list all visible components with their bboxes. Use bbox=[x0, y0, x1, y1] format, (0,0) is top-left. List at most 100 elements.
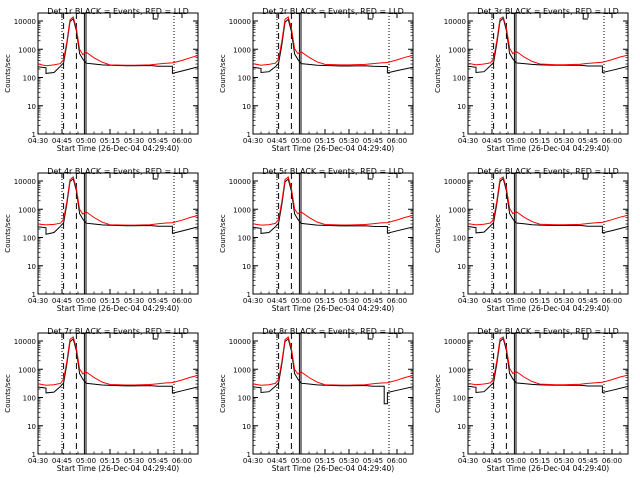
y-tick-label: 1000 bbox=[448, 46, 466, 54]
y-axis-label: Counts/sec bbox=[4, 214, 12, 253]
x-tick-label: 05:45 bbox=[148, 137, 168, 145]
x-tick-label: 04:30 bbox=[458, 457, 478, 465]
y-tick-label: 1 bbox=[247, 451, 251, 459]
y-tick-label: 1000 bbox=[18, 46, 36, 54]
x-axis-label: Start Time (26-Dec-04 04:29:40) bbox=[487, 464, 609, 473]
x-tick-label: 06:00 bbox=[387, 297, 407, 305]
x-tick-label: 05:45 bbox=[148, 297, 168, 305]
x-tick-label: 05:45 bbox=[578, 457, 598, 465]
series-lld-line bbox=[38, 336, 198, 386]
x-axis-label: Start Time (26-Dec-04 04:29:40) bbox=[57, 304, 179, 313]
x-tick-label: 04:30 bbox=[28, 457, 48, 465]
y-axis-label: Counts/sec bbox=[434, 214, 442, 253]
y-tick-label: 10 bbox=[242, 263, 251, 271]
y-tick-label: 100 bbox=[23, 395, 36, 403]
series-group bbox=[468, 176, 628, 234]
series-group bbox=[253, 16, 413, 74]
x-tick-label: 04:30 bbox=[243, 457, 263, 465]
x-tick-label: 05:15 bbox=[100, 137, 120, 145]
series-lld-line bbox=[253, 176, 413, 226]
x-tick-label: 05:00 bbox=[76, 457, 96, 465]
x-tick-label: 04:45 bbox=[267, 297, 287, 305]
series-events-line bbox=[253, 178, 413, 234]
panel-title: Det 6r BLACK = Events, RED = LLD bbox=[477, 167, 619, 176]
x-axis-label: Start Time (26-Dec-04 04:29:40) bbox=[57, 144, 179, 153]
x-tick-label: 04:45 bbox=[482, 137, 502, 145]
x-tick-label: 05:30 bbox=[339, 297, 359, 305]
series-events-line bbox=[468, 17, 628, 74]
y-tick-label: 100 bbox=[238, 235, 251, 243]
x-tick-label: 05:30 bbox=[554, 457, 574, 465]
x-tick-label: 05:15 bbox=[530, 297, 550, 305]
chart-panel-2: 1 10 100 1000 10000 04:30 04:45 05:00 05:15 05:30… bbox=[219, 7, 414, 153]
x-tick-label: 05:00 bbox=[76, 137, 96, 145]
y-tick-label: 1000 bbox=[233, 206, 251, 214]
x-tick-label: 04:30 bbox=[28, 297, 48, 305]
x-tick-label: 04:45 bbox=[52, 297, 72, 305]
x-tick-label: 05:30 bbox=[124, 297, 144, 305]
chart-panel-1: 1 10 100 1000 10000 04:30 04:45 05:00 05:15 05:30… bbox=[4, 7, 199, 153]
y-axis-label: Counts/sec bbox=[4, 374, 12, 413]
x-tick-label: 06:00 bbox=[602, 137, 622, 145]
series-group bbox=[253, 176, 413, 234]
x-tick-label: 06:00 bbox=[602, 457, 622, 465]
chart-panel-3: 1 10 100 1000 10000 04:30 04:45 05:00 05:15 05:30… bbox=[434, 7, 629, 153]
x-tick-label: 05:30 bbox=[554, 297, 574, 305]
series-events-line bbox=[38, 337, 198, 394]
y-tick-label: 10 bbox=[457, 103, 466, 111]
y-tick-label: 1000 bbox=[18, 206, 36, 214]
x-tick-label: 04:45 bbox=[267, 457, 287, 465]
x-tick-label: 05:15 bbox=[530, 457, 550, 465]
x-tick-label: 06:00 bbox=[387, 137, 407, 145]
x-axis-label: Start Time (26-Dec-04 04:29:40) bbox=[487, 144, 609, 153]
x-tick-label: 05:00 bbox=[291, 457, 311, 465]
series-lld-line bbox=[38, 16, 198, 67]
y-axis-label: Counts/sec bbox=[434, 54, 442, 93]
x-tick-label: 05:00 bbox=[506, 137, 526, 145]
y-tick-label: 1000 bbox=[18, 366, 36, 374]
x-tick-label: 04:30 bbox=[28, 137, 48, 145]
x-tick-label: 06:00 bbox=[172, 137, 192, 145]
x-tick-label: 05:30 bbox=[554, 137, 574, 145]
corner-bracket bbox=[582, 173, 588, 180]
y-tick-label: 10 bbox=[27, 103, 36, 111]
y-tick-label: 100 bbox=[453, 235, 466, 243]
y-axis-label: Counts/sec bbox=[219, 374, 227, 413]
x-tick-label: 04:45 bbox=[482, 457, 502, 465]
series-lld-line bbox=[253, 336, 413, 386]
series-group bbox=[38, 176, 198, 235]
x-tick-label: 05:30 bbox=[124, 457, 144, 465]
corner-bracket bbox=[152, 333, 158, 340]
series-events-line bbox=[38, 177, 198, 235]
panel-title: Det 1r BLACK = Events, RED = LLD bbox=[47, 7, 189, 16]
y-tick-label: 1 bbox=[247, 291, 251, 299]
panel-title: Det 7r BLACK = Events, RED = LLD bbox=[47, 327, 189, 336]
y-tick-label: 1 bbox=[32, 131, 36, 139]
y-tick-label: 10000 bbox=[444, 338, 466, 346]
y-tick-label: 10 bbox=[242, 423, 251, 431]
x-tick-label: 05:45 bbox=[148, 457, 168, 465]
y-tick-label: 10000 bbox=[444, 18, 466, 26]
x-tick-label: 05:45 bbox=[363, 137, 383, 145]
corner-bracket bbox=[367, 13, 373, 20]
series-group bbox=[38, 336, 198, 394]
series-events-line bbox=[38, 17, 198, 75]
x-tick-label: 06:00 bbox=[172, 457, 192, 465]
series-group bbox=[468, 336, 628, 394]
series-group bbox=[468, 16, 628, 74]
series-events-line bbox=[253, 337, 413, 405]
x-axis-label: Start Time (26-Dec-04 04:29:40) bbox=[57, 464, 179, 473]
x-axis-label: Start Time (26-Dec-04 04:29:40) bbox=[487, 304, 609, 313]
corner-bracket bbox=[152, 173, 158, 180]
series-lld-line bbox=[468, 176, 628, 226]
y-tick-label: 10 bbox=[27, 423, 36, 431]
x-tick-label: 04:45 bbox=[52, 457, 72, 465]
x-tick-label: 06:00 bbox=[172, 297, 192, 305]
y-tick-label: 1000 bbox=[448, 366, 466, 374]
series-lld-line bbox=[468, 336, 628, 386]
y-tick-label: 10 bbox=[242, 103, 251, 111]
x-axis-label: Start Time (26-Dec-04 04:29:40) bbox=[272, 304, 394, 313]
chart-panel-6: 1 10 100 1000 10000 04:30 04:45 05:00 05:15 05:30… bbox=[434, 167, 629, 313]
x-tick-label: 05:00 bbox=[506, 457, 526, 465]
